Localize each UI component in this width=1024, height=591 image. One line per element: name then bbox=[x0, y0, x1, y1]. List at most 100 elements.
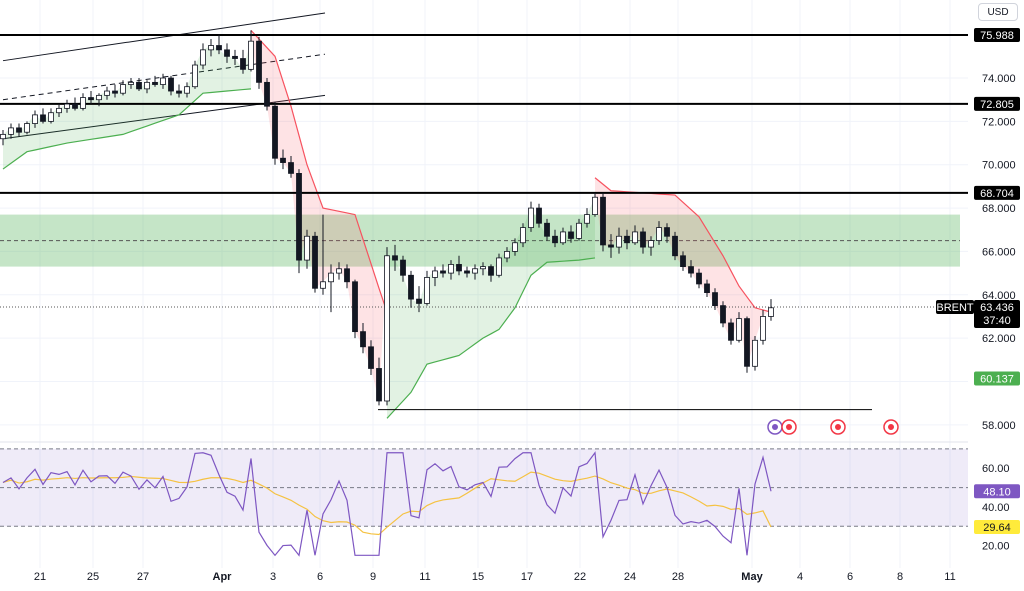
candle-body bbox=[160, 77, 166, 85]
candle-body bbox=[680, 255, 686, 268]
candle-body bbox=[152, 81, 158, 85]
candle-body bbox=[280, 157, 286, 163]
symbol-tag-label: BRENT bbox=[936, 302, 974, 314]
x-tick-label: 6 bbox=[847, 571, 853, 583]
candle-body bbox=[224, 49, 230, 57]
candle-body bbox=[296, 172, 302, 261]
candle-body bbox=[608, 244, 614, 248]
countdown-tag: 37:40 bbox=[983, 315, 1011, 327]
candle-body bbox=[136, 81, 142, 90]
candle-body bbox=[208, 45, 214, 51]
candle-body bbox=[576, 222, 582, 239]
candle-body bbox=[0, 133, 6, 140]
candle-body bbox=[752, 339, 758, 367]
candle-body bbox=[104, 90, 110, 96]
supertrend-fill-up bbox=[3, 41, 251, 170]
channel-lower-line bbox=[2, 94, 326, 140]
price-candles bbox=[0, 30, 774, 406]
candle-body bbox=[456, 264, 462, 272]
time-axis[interactable]: 21 25 27 Apr 3 6 9 11 15 17 22 24 28 May 4 6 8 11 bbox=[34, 571, 956, 583]
price-tag-bg bbox=[974, 27, 1020, 42]
rsi-tag: 29.64 bbox=[983, 522, 1011, 534]
candle-body bbox=[568, 231, 574, 239]
candle-body bbox=[744, 318, 750, 367]
candle-body bbox=[424, 277, 430, 304]
candle-body bbox=[496, 257, 502, 276]
x-tick-label: 17 bbox=[521, 571, 533, 583]
y-tick-label: 62.000 bbox=[982, 333, 1016, 345]
rsi-tick-label: 40.00 bbox=[982, 502, 1010, 514]
candle-body bbox=[48, 112, 54, 122]
symbol-tag-bg bbox=[936, 300, 974, 315]
candle-body bbox=[760, 316, 766, 341]
candle-body bbox=[440, 270, 446, 274]
candle-body bbox=[528, 207, 534, 228]
candle-body bbox=[200, 49, 206, 66]
candle-body bbox=[560, 231, 566, 244]
candle-body bbox=[520, 227, 526, 244]
x-tick-label: 27 bbox=[137, 571, 149, 583]
price-axis[interactable]: 58.00060.00062.00064.00066.00068.00070.0… bbox=[982, 73, 1016, 553]
candle-body bbox=[192, 64, 198, 88]
candle-body bbox=[232, 55, 238, 59]
candle-body bbox=[184, 86, 190, 94]
x-tick-label: 11 bbox=[944, 571, 955, 583]
candle-body bbox=[344, 268, 350, 283]
horizontal-levels[interactable] bbox=[0, 33, 968, 411]
x-tick-label: 24 bbox=[624, 571, 636, 583]
rsi-line bbox=[2, 451, 772, 557]
event-markers[interactable] bbox=[767, 419, 899, 435]
candle-body bbox=[616, 235, 622, 248]
candle-body bbox=[64, 103, 70, 109]
candle-body bbox=[264, 81, 270, 107]
candle-body bbox=[584, 214, 590, 224]
price-tag: 75.988 bbox=[980, 30, 1014, 42]
candle-body bbox=[552, 235, 558, 244]
supertrend-fill-up bbox=[387, 197, 595, 419]
candle-body bbox=[392, 255, 398, 261]
event-flag-icon-dot bbox=[888, 424, 894, 430]
candle-body bbox=[320, 281, 326, 289]
x-tick-label: 22 bbox=[574, 571, 586, 583]
candle-body bbox=[288, 162, 294, 174]
last-price-tag-bg bbox=[974, 300, 1020, 329]
event-flash-icon-dot bbox=[772, 424, 778, 430]
candle-body bbox=[336, 268, 342, 274]
candle-body bbox=[408, 274, 414, 300]
y-tick-label: 72.000 bbox=[982, 116, 1016, 128]
x-tick-label: Apr bbox=[213, 571, 233, 583]
x-tick-label: May bbox=[741, 571, 763, 583]
price-tag-bg bbox=[974, 185, 1020, 200]
x-tick-label: 25 bbox=[87, 571, 99, 583]
price-tags: 75.98872.80568.70463.20460.13748.1029.64… bbox=[936, 27, 1020, 534]
candle-body bbox=[624, 235, 630, 244]
rsi-pane bbox=[0, 448, 968, 557]
candle-body bbox=[96, 94, 102, 101]
candle-body bbox=[640, 231, 646, 248]
rsi-tag-bg bbox=[974, 484, 1020, 499]
rsi-tick-label: 60.00 bbox=[982, 463, 1010, 475]
price-tag-bg bbox=[974, 371, 1020, 386]
price-tag: 68.704 bbox=[980, 188, 1014, 200]
candle-body bbox=[384, 255, 390, 402]
currency-button[interactable]: USD bbox=[978, 3, 1018, 21]
x-tick-label: 21 bbox=[34, 571, 46, 583]
candle-body bbox=[120, 84, 126, 94]
candle-body bbox=[272, 105, 278, 159]
y-tick-label: 64.000 bbox=[982, 290, 1016, 302]
candle-body bbox=[688, 266, 694, 274]
candle-body bbox=[712, 292, 718, 307]
ascending-channel[interactable] bbox=[2, 12, 326, 140]
candle-body bbox=[168, 77, 174, 92]
candle-body bbox=[376, 368, 382, 402]
candle-body bbox=[40, 114, 46, 122]
candle-body bbox=[144, 81, 150, 90]
candle-body bbox=[248, 40, 254, 70]
candle-body bbox=[72, 103, 78, 109]
event-flag-icon-dot bbox=[835, 424, 841, 430]
candle-body bbox=[648, 240, 654, 248]
y-tick-label: 68.000 bbox=[982, 203, 1016, 215]
candle-body bbox=[16, 127, 22, 133]
